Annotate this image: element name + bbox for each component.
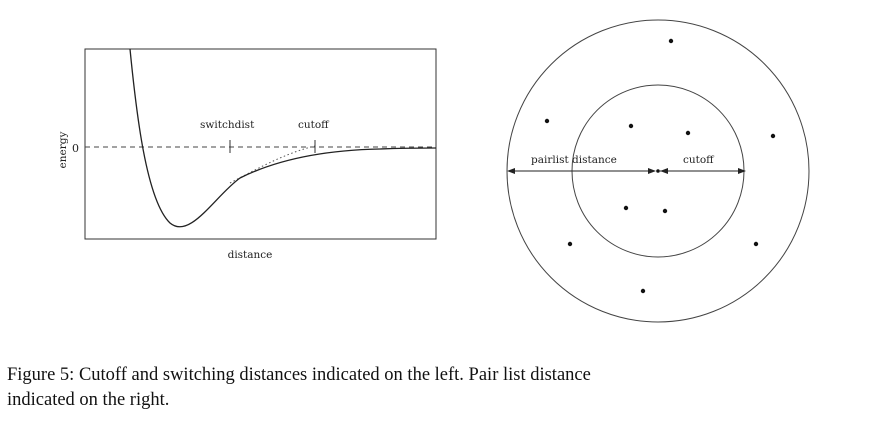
particle-point <box>640 288 646 294</box>
switchdist-label: switchdist <box>200 119 255 131</box>
particle-point <box>770 133 776 139</box>
cutoff-label-right: cutoff <box>683 154 715 166</box>
caption-line-1: Figure 5: Cutoff and switching distances… <box>7 365 591 385</box>
pairlist-diagram: pairlist distance cutoff <box>506 19 810 323</box>
energy-curve <box>129 48 437 228</box>
pairlist-arrowhead-right <box>648 168 656 174</box>
cutoff-arrowhead-right <box>738 168 746 174</box>
particle-point <box>685 130 691 136</box>
cutoff-label-left: cutoff <box>298 119 330 131</box>
particle-point <box>567 241 573 247</box>
pairlist-distance-label: pairlist distance <box>531 154 617 166</box>
figure-panels: switchdist cutoff 0 energy distance pair… <box>57 19 810 323</box>
plot-frame <box>84 48 437 240</box>
particle-point <box>544 118 550 124</box>
figure-caption: Figure 5: Cutoff and switching distances… <box>7 363 863 413</box>
zero-tick-label: 0 <box>72 142 79 155</box>
particle-point <box>668 38 674 44</box>
cutoff-arrowhead-left <box>660 168 668 174</box>
particle-point <box>628 123 634 129</box>
x-axis-label: distance <box>228 249 273 261</box>
pairlist-arrowhead-left <box>507 168 515 174</box>
y-axis-label: energy <box>57 132 69 169</box>
energy-plot: switchdist cutoff 0 energy distance <box>57 48 437 261</box>
particle-point <box>662 208 668 214</box>
particle-point <box>623 205 629 211</box>
caption-line-2: indicated on the right. <box>7 390 170 410</box>
particle-point <box>656 169 660 173</box>
particle-point <box>753 241 759 247</box>
